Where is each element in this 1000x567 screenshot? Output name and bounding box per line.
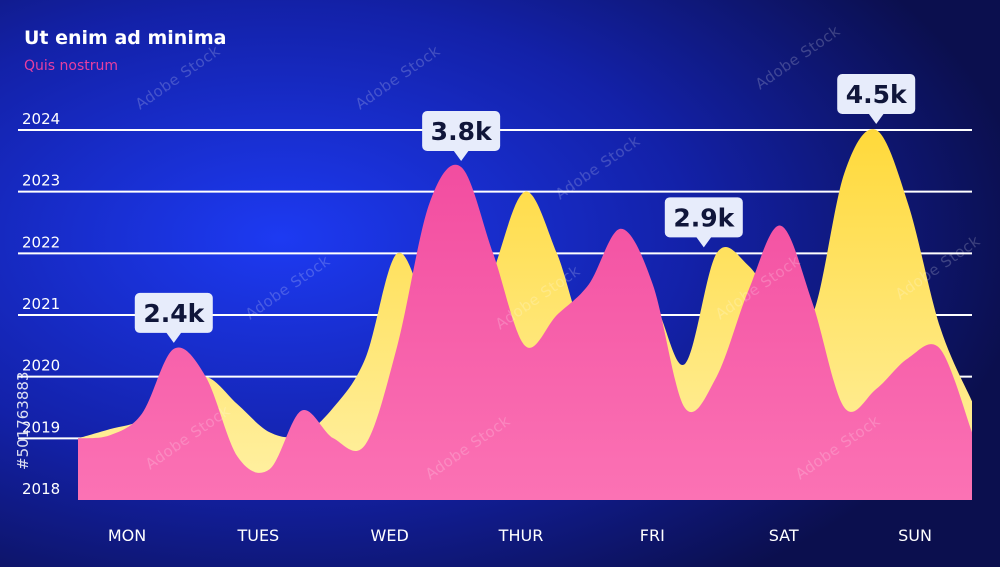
chart-subtitle: Quis nostrum xyxy=(24,58,118,74)
x-tick-label: SUN xyxy=(898,526,932,545)
x-axis: MON TUES WED THUR FRI SAT SUN xyxy=(108,526,932,545)
data-label-pointer xyxy=(695,236,712,248)
y-tick-label: 2023 xyxy=(22,172,60,190)
data-label: 4.5k xyxy=(837,74,916,124)
y-tick-label: 2024 xyxy=(22,110,60,128)
x-tick-label: FRI xyxy=(640,526,665,545)
y-tick-label: 2020 xyxy=(22,357,60,375)
x-tick-label: SAT xyxy=(769,526,799,545)
y-tick-label: 2018 xyxy=(22,480,60,498)
x-tick-label: THUR xyxy=(498,526,544,545)
data-label-box xyxy=(134,292,213,333)
data-label: 3.8k xyxy=(422,111,501,161)
data-labels: 2.4k 3.8k 2.9k 4.5k xyxy=(134,74,916,343)
watermark-id: #501763883 xyxy=(14,372,32,470)
data-label-pointer xyxy=(453,150,470,161)
data-label-text: 2.4k xyxy=(143,299,205,328)
chart-title: Ut enim ad minima xyxy=(24,27,226,49)
x-tick-label: MON xyxy=(108,526,146,545)
series-area-pink xyxy=(78,164,972,500)
data-label-box xyxy=(837,74,916,114)
data-label-text: 2.9k xyxy=(673,203,735,232)
data-label: 2.4k xyxy=(134,292,213,343)
y-tick-label: 2022 xyxy=(22,233,60,251)
data-label-text: 3.8k xyxy=(431,117,493,146)
x-tick-label: TUES xyxy=(236,526,279,545)
data-label: 2.9k xyxy=(664,197,743,248)
series-areas xyxy=(78,129,972,500)
data-label-pointer xyxy=(868,113,885,124)
data-label-box xyxy=(664,197,743,238)
data-label-text: 4.5k xyxy=(846,80,908,109)
y-tick-label: 2021 xyxy=(22,295,60,313)
data-label-pointer xyxy=(165,331,182,343)
data-label-box xyxy=(422,111,501,151)
y-tick-label: 2019 xyxy=(22,418,60,436)
x-tick-label: WED xyxy=(371,526,409,545)
y-axis: 2018 2019 2020 2021 2022 2023 2024 xyxy=(22,110,60,498)
